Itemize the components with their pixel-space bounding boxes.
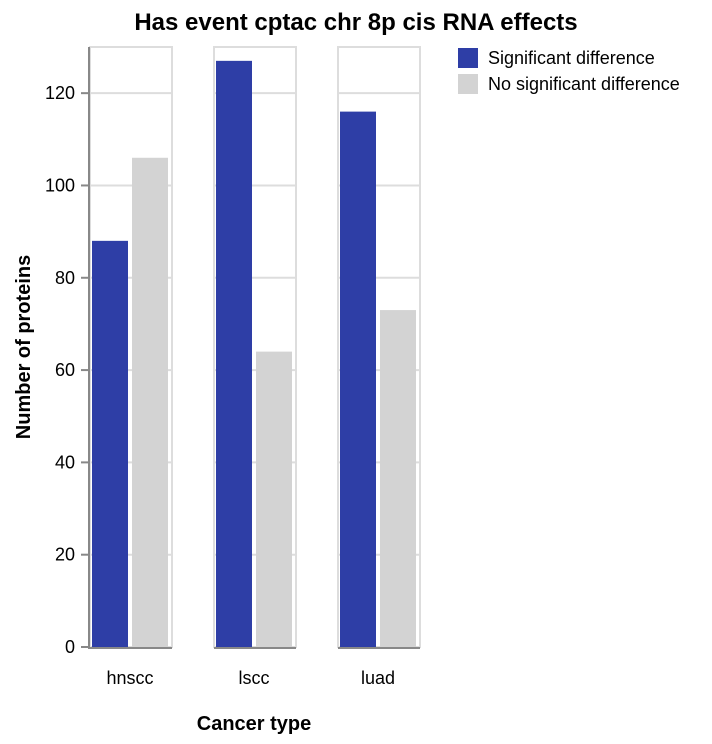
y-tick-label: 0 [65,637,75,657]
bar-luad-not-significant [380,310,416,647]
chart-title: Has event cptac chr 8p cis RNA effects [134,9,577,36]
bar-luad-significant [340,111,376,648]
y-tick-label: 60 [55,360,75,380]
legend-label-significant: Significant difference [488,48,655,68]
x-axis-title: Cancer type [197,713,312,735]
category-label: lscc [239,668,270,688]
y-tick-label: 20 [55,545,75,565]
legend-swatch-not-significant [458,74,478,94]
legend: Significant difference No significant dif… [458,48,680,94]
bar-lscc-significant [216,60,252,648]
y-tick-label: 40 [55,452,75,472]
category-label: luad [361,668,395,688]
y-tick-label: 120 [45,83,75,103]
legend-swatch-significant [458,48,478,68]
plot-area: hnscc lscc luad 0 20 40 60 80 100 120 [45,46,421,688]
y-axis-title: Number of proteins [13,255,35,439]
y-tick-label: 80 [55,268,75,288]
category-label: hnscc [106,668,153,688]
bar-hnscc-not-significant [132,157,168,647]
y-tick-label: 100 [45,175,75,195]
bar-hnscc-significant [92,240,128,647]
bar-lscc-not-significant [256,351,292,647]
legend-label-not-significant: No significant difference [488,74,680,94]
